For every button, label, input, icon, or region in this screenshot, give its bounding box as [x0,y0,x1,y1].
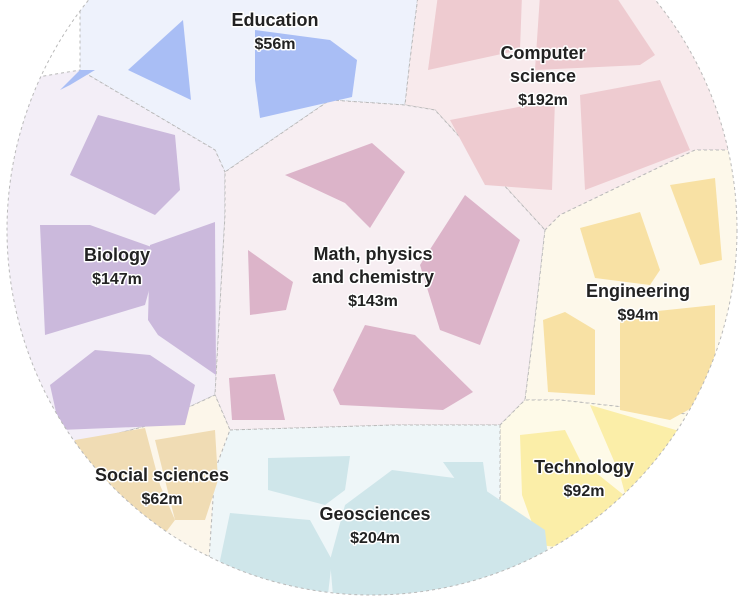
label-name-line: Social sciences [95,465,229,485]
cell-math-physics-chemistry-3 [420,195,520,345]
label-name-line: Education [231,10,318,30]
cell-biology-1 [70,115,180,215]
cell-education-2 [255,30,357,118]
cell-computer-science-3 [450,100,555,190]
label-technology: Technology $92m [533,456,636,502]
outer-circle-border [6,0,738,596]
cell-engineering-2 [670,178,722,265]
label-name-line: science [510,66,576,86]
cell-engineering-4 [620,305,715,420]
label-name-line: Biology [84,245,150,265]
label-name-line: Math, physics [313,244,432,264]
label-name-line: and chemistry [312,267,434,287]
label-biology: Biology $147m [83,244,152,290]
cells-layer [40,0,722,595]
label-value: $94m [618,307,659,324]
cell-computer-science-2 [535,0,655,70]
cell-engineering-3 [543,312,595,395]
label-value: $204m [350,530,400,547]
cell-math-physics-chemistry-4 [333,325,473,410]
label-value: $147m [92,271,142,288]
cell-math-physics-chemistry-2 [248,250,293,315]
label-social-sciences: Social sciences $62m [93,464,230,510]
cell-engineering-1 [580,212,660,285]
cell-biology-3 [148,222,216,375]
cell-social-sciences-2 [155,430,218,520]
label-value: $62m [142,491,183,508]
label-value: $143m [348,293,398,310]
label-name-line: Geosciences [319,504,430,524]
cell-social-sciences-3 [172,548,186,562]
cell-biology-4 [50,350,195,430]
cell-geosciences-1 [268,456,350,505]
label-education: Education $56m [230,9,320,55]
cell-computer-science-4 [580,80,690,190]
label-value: $192m [518,92,568,109]
label-math-physics-chemistry: Math, physics and chemistry $143m [310,243,435,312]
label-name-line: Technology [534,457,634,477]
cell-education-1 [128,20,191,100]
cell-math-physics-chemistry-1 [285,143,405,228]
label-engineering: Engineering $94m [584,280,691,326]
label-value: $92m [564,483,605,500]
label-name-line: Engineering [586,281,690,301]
labels-layer: Education $56m Computer science $192m Biology… [83,9,692,549]
cell-education-3 [60,70,95,90]
label-computer-science: Computer science $192m [499,42,587,111]
label-name-line: Computer [501,43,586,63]
cell-math-physics-chemistry-5 [229,374,285,420]
cell-biology-2 [40,225,160,335]
label-geosciences: Geosciences $204m [318,503,432,549]
cell-computer-science-1 [428,0,522,70]
label-value: $56m [255,36,296,53]
